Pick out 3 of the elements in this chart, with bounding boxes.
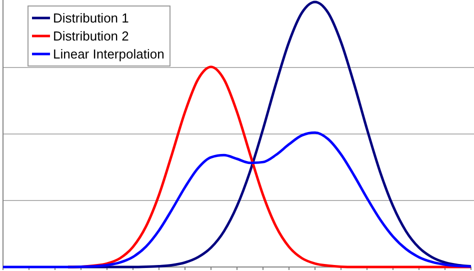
- legend-label: Linear Interpolation: [53, 46, 164, 62]
- legend-label: Distribution 2: [53, 28, 129, 44]
- legend-label: Distribution 1: [53, 10, 129, 26]
